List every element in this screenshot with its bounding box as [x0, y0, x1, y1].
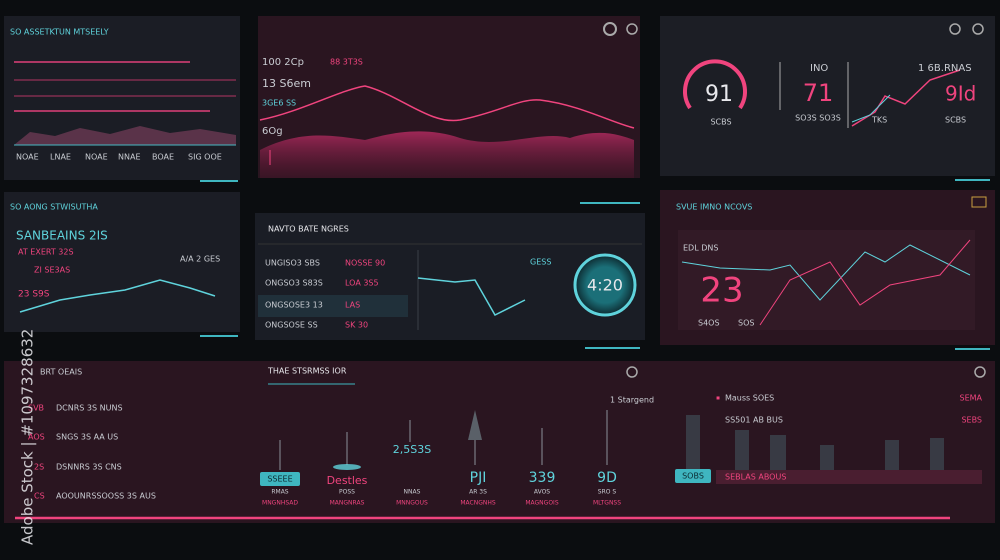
row-value: NOSSE 90: [345, 259, 385, 268]
subcaption: MAGNGOIS: [525, 500, 558, 507]
list-text: DSNNRS 3S CNS: [56, 463, 122, 472]
status-heading: SANBEAINS 2IS: [16, 229, 108, 243]
gauge-metric: 9Id: [945, 82, 976, 106]
wave-label: 3GE6 SS: [262, 99, 296, 108]
list-title: BRT OEAIS: [40, 368, 82, 377]
button-label[interactable]: SOBS: [682, 472, 704, 481]
gauge-value: 91: [705, 82, 733, 107]
row-value: LAS: [345, 301, 360, 310]
tag: 1 Stargend: [610, 396, 654, 405]
list-key: 2S: [34, 463, 44, 472]
metric: 9D: [597, 470, 617, 486]
right-row-value: SEMA: [959, 394, 982, 403]
panel-title: SO ASSETKTUN MTSEELY: [10, 28, 109, 37]
overview-panel: SVUE IMNO NCOVS EDL DNS 23 S4OS SOS: [660, 190, 995, 350]
status-note: A/A 2 GES: [180, 255, 220, 264]
subcaption: MNGNHSAD: [262, 500, 298, 507]
subcaption: MLTGNSS: [593, 500, 621, 507]
rates-panel: NAVTO BATE NGRES UNGISO3 SBS NOSSE 90 ON…: [255, 213, 645, 349]
gauge-caption: SCBS: [710, 118, 731, 127]
row-label: UNGISO3 SBS: [265, 259, 320, 268]
bottom-panel: BRT OEAIS SVB DCNRS 3S NUNS AOS SNGS 3S …: [4, 361, 995, 523]
wave-label: 100 2Cp: [262, 57, 304, 68]
metric: 339: [529, 470, 556, 486]
gauge-metric: 71: [803, 79, 834, 107]
button-label[interactable]: SSEEE: [267, 475, 292, 484]
list-key: CS: [34, 492, 45, 501]
wave-label: 88 3T3S: [330, 58, 363, 67]
subcaption: MNNGOUS: [396, 500, 428, 507]
caption: AR 3S: [469, 489, 487, 496]
row-value: LOA 3S5: [345, 279, 379, 288]
gauge-header: INO: [810, 63, 828, 74]
metric: PJI: [470, 470, 487, 486]
axis-label: SIG OOE: [188, 153, 222, 162]
panel-title: NAVTO BATE NGRES: [268, 225, 349, 234]
right-caption: SEBLAS ABOUS: [725, 473, 786, 482]
gauge-caption: TKS: [871, 116, 887, 125]
button[interactable]: [260, 472, 300, 486]
caption: AVOS: [534, 489, 550, 496]
panel-title: SO AONG STWISUTHA: [10, 203, 98, 212]
right-row-label: SS501 AB BUS: [725, 416, 783, 425]
right-row-value: SEBS: [961, 416, 982, 425]
axis-label: NNAE: [118, 153, 141, 162]
row-label: ONGSOSE SS: [265, 321, 318, 330]
overview-value: 23: [700, 271, 743, 311]
list-text: SNGS 3S AA US: [56, 433, 118, 442]
clock: 4:20: [587, 276, 623, 295]
caption: RMAS: [271, 489, 288, 496]
subcaption: MANGNRAS: [330, 500, 365, 507]
overview-caption: SOS: [738, 319, 754, 328]
axis-label: LNAE: [50, 153, 71, 162]
gauge-caption: SO3S SO3S: [795, 114, 841, 123]
metric: Destles: [327, 474, 368, 487]
gauge-header: 1 6B.RNAS: [918, 63, 972, 74]
metric: 2,5S3S: [393, 443, 431, 456]
bullet: ▪: [716, 395, 720, 402]
axis-label: NOAE: [85, 153, 108, 162]
overview-label: EDL DNS: [683, 244, 718, 253]
list-text: AOOUNRSSOOSS 3S AUS: [56, 492, 156, 501]
gauge-caption: SCBS: [945, 116, 966, 125]
status-line: ZI SE3AS: [34, 266, 70, 275]
wave-label: 6Og: [262, 126, 283, 137]
section-title: THAE STSRMSS IOR: [267, 367, 347, 376]
row-label: ONGSO3 S83S: [265, 279, 323, 288]
panel-title: SVUE IMNO NCOVS: [676, 203, 752, 212]
button[interactable]: [675, 469, 711, 483]
wave-panel: 100 2Cp 88 3T3S 13 S6em 3GE6 SS 6Og: [258, 16, 640, 204]
axis-label: BOAE: [152, 153, 174, 162]
list-key: SVB: [28, 404, 44, 413]
list-text: DCNRS 3S NUNS: [56, 404, 123, 413]
status-value: 23 S9S: [18, 290, 50, 300]
caption: SRO S: [598, 489, 617, 496]
list-key: AOS: [28, 433, 45, 442]
axis-label: NOAE: [16, 153, 39, 162]
status-line: AT EXERT 32S: [18, 248, 74, 257]
row-value: SK 30: [345, 321, 368, 330]
status-panel: SO AONG STWISUTHA SANBEAINS 2IS AT EXERT…: [4, 192, 240, 337]
caption: POSS: [339, 489, 355, 496]
rates-tag: GESS: [530, 258, 551, 267]
subcaption: MACNGNHS: [460, 500, 496, 507]
row-label: ONGSOSE3 13: [265, 301, 323, 310]
trend-panel: SO ASSETKTUN MTSEELY NOAE LNAE NOAE NNAE…: [4, 16, 240, 182]
overview-caption: S4OS: [698, 319, 720, 328]
watermark: Adobe Stock | #1097328632: [19, 329, 37, 545]
right-row-label: Mauss SOES: [725, 394, 774, 403]
gauge-panel: 91 SCBS INO 71 SO3S SO3S 1 6B.RNAS 9Id T…: [660, 16, 995, 181]
caption: NNAS: [404, 489, 421, 496]
wave-label: 13 S6em: [262, 77, 311, 90]
